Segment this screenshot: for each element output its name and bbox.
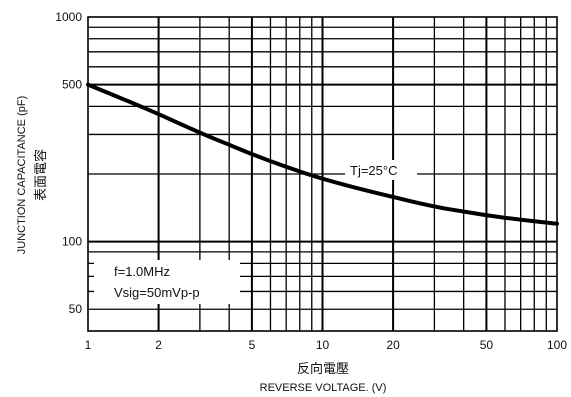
y-axis-label: JUNCTION CAPACITANCE (pF) (16, 96, 28, 255)
x-axis-label-cn: 反向電壓 (297, 361, 349, 376)
annotation-signal: Vsig=50mVp-p (114, 285, 200, 300)
plot-frame (87, 16, 558, 332)
legend-box-background (94, 260, 240, 304)
temperature-label-background (345, 160, 417, 180)
x-tick-label: 5 (249, 338, 256, 352)
curve-layer (86, 82, 559, 226)
annotation-temperature: Tj=25°C (350, 163, 397, 178)
y-tick-label: 50 (69, 302, 83, 316)
x-tick-label: 100 (547, 338, 567, 352)
x-tick-label: 20 (386, 338, 400, 352)
annotation-frequency: f=1.0MHz (114, 264, 170, 279)
y-tick-label: 1000 (55, 10, 82, 24)
x-tick-labels: 1 2 5 10 20 50 100 (85, 338, 568, 352)
grid-lines (88, 17, 557, 331)
capacitance-curve (86, 82, 559, 226)
y-tick-label: 500 (62, 78, 82, 92)
x-axis-label: REVERSE VOLTAGE. (V) (260, 382, 387, 394)
x-tick-label: 10 (316, 338, 330, 352)
y-tick-labels: 50 100 500 1000 (55, 10, 82, 316)
y-axis-label-cn: 表面電容 (33, 149, 48, 201)
x-tick-label: 1 (85, 338, 92, 352)
y-tick-label: 100 (62, 235, 82, 249)
x-tick-label: 2 (155, 338, 162, 352)
x-tick-label: 50 (480, 338, 494, 352)
